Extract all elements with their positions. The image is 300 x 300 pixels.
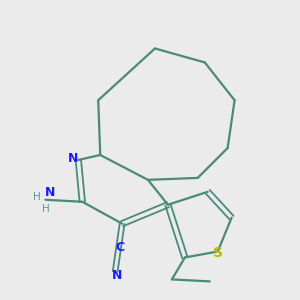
Text: S: S — [213, 246, 223, 260]
Text: N: N — [45, 186, 55, 199]
Text: N: N — [68, 152, 78, 165]
Text: H: H — [33, 192, 41, 202]
Text: N: N — [112, 269, 122, 282]
Text: H: H — [42, 204, 50, 214]
Text: C: C — [115, 241, 124, 254]
